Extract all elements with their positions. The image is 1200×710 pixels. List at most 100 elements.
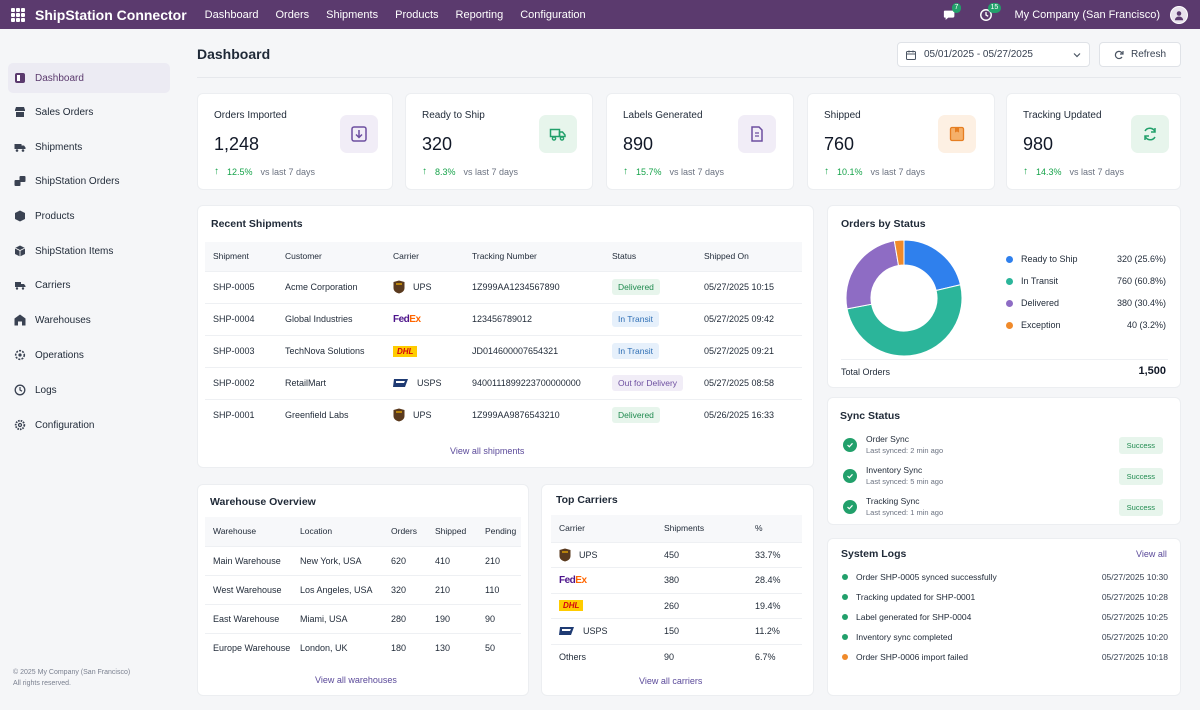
log-item[interactable]: Tracking updated for SHP-0001 05/27/2025 … xyxy=(842,592,1168,602)
sidebar-item-dashboard[interactable]: Dashboard xyxy=(8,63,170,93)
column-header[interactable]: Shipments xyxy=(656,515,747,542)
shipment-id[interactable]: SHP-0004 xyxy=(205,302,277,335)
status-cell: Delivered xyxy=(604,270,696,303)
table-row[interactable]: SHP-0005 Acme Corporation UPS 1Z999AA123456… xyxy=(205,270,802,303)
company-switcher[interactable]: My Company (San Francisco) xyxy=(1014,8,1161,21)
sidebar-item-label: Shipments xyxy=(35,141,83,153)
sidebar-item-label: Logs xyxy=(35,384,57,396)
column-header[interactable]: Tracking Number xyxy=(464,242,604,271)
column-header[interactable]: Carrier xyxy=(551,515,656,542)
shipment-id[interactable]: SHP-0005 xyxy=(205,270,277,303)
chat-icon[interactable]: 7 xyxy=(943,2,962,22)
view-all-shipments-link[interactable]: View all shipments xyxy=(450,446,525,456)
menu-products[interactable]: Products xyxy=(395,8,439,21)
stat-title: Ready to Ship xyxy=(422,110,485,121)
apps-grid-icon[interactable] xyxy=(11,7,25,22)
table-row[interactable]: SHP-0001 Greenfield Labs UPS 1Z999AA9876543… xyxy=(205,398,802,431)
user-avatar[interactable] xyxy=(1170,5,1188,24)
date-range-picker[interactable]: 05/01/2025 - 05/27/2025 xyxy=(897,42,1090,67)
chat-badge: 7 xyxy=(951,2,962,13)
log-item[interactable]: Order SHP-0006 import failed 05/27/2025 1… xyxy=(842,652,1168,662)
column-header[interactable]: % xyxy=(747,515,802,542)
table-row[interactable]: East Warehouse Miami, USA 280 190 90 xyxy=(205,603,521,633)
warehouse-shipped: 130 xyxy=(427,632,477,662)
view-all-warehouses-link[interactable]: View all warehouses xyxy=(315,675,397,685)
carrier-cell: Others xyxy=(551,643,656,670)
sidebar-item-warehouses[interactable]: Warehouses xyxy=(8,305,170,335)
log-item[interactable]: Inventory sync completed 05/27/2025 10:20 xyxy=(842,632,1168,642)
log-status-dot xyxy=(842,614,848,620)
table-row[interactable]: West Warehouse Los Angeles, USA 320 210 110 xyxy=(205,574,521,604)
table-row[interactable]: UPS 450 33.7% xyxy=(551,541,802,568)
column-header[interactable]: Pending xyxy=(477,517,521,546)
carrier-name: USPS xyxy=(417,378,442,388)
sidebar-item-configuration[interactable]: Configuration xyxy=(8,410,170,440)
warehouse-pending: 90 xyxy=(477,603,521,633)
sidebar-item-operations[interactable]: Operations xyxy=(8,340,170,370)
sidebar-item-products[interactable]: Products xyxy=(8,201,170,231)
menu-configuration[interactable]: Configuration xyxy=(520,8,586,21)
truck-icon xyxy=(14,141,26,153)
activity-clock-icon[interactable]: 15 xyxy=(979,2,1002,22)
legend-item[interactable]: Delivered 380 (30.4%) xyxy=(1006,298,1166,308)
column-header[interactable]: Shipped xyxy=(427,517,477,546)
donut-slice-exception[interactable] xyxy=(893,239,905,267)
legend-item[interactable]: In Transit 760 (60.8%) xyxy=(1006,276,1166,286)
sync-time: Last synced: 2 min ago xyxy=(866,446,944,455)
shipment-id[interactable]: SHP-0002 xyxy=(205,366,277,399)
table-row[interactable]: FedExFedEx38028.4% xyxy=(551,567,802,593)
menu-reporting[interactable]: Reporting xyxy=(455,8,504,21)
donut-slice-in-transit[interactable] xyxy=(846,284,963,357)
log-item[interactable]: Order SHP-0005 synced successfully 05/27/… xyxy=(842,572,1168,582)
store-icon xyxy=(14,106,26,118)
sidebar-item-carriers[interactable]: Carriers xyxy=(8,270,170,300)
stat-change: ↑ 8.3% vs last 7 days xyxy=(422,166,518,177)
donut-slice-delivered[interactable] xyxy=(845,240,900,310)
sidebar-item-logs[interactable]: Logs xyxy=(8,375,170,405)
table-row[interactable]: DHLDHL26019.4% xyxy=(551,592,802,619)
check-circle-icon xyxy=(843,500,857,514)
shipment-id[interactable]: SHP-0001 xyxy=(205,398,277,431)
table-row[interactable]: Europe Warehouse London, UK 180 130 50 xyxy=(205,632,521,662)
footer-rights: All rights reserved. xyxy=(13,680,71,687)
shipment-id[interactable]: SHP-0003 xyxy=(205,334,277,367)
sidebar-item-shipments[interactable]: Shipments xyxy=(8,132,170,162)
column-header[interactable]: Customer xyxy=(277,242,385,271)
table-header-row: Shipment Customer Carrier Tracking Numbe… xyxy=(205,242,802,271)
column-header[interactable]: Location xyxy=(292,517,383,546)
table-row[interactable]: USPS 150 11.2% xyxy=(551,618,802,644)
table-row[interactable]: Others 90 6.7% xyxy=(551,643,802,670)
log-item[interactable]: Label generated for SHP-0004 05/27/2025 1… xyxy=(842,612,1168,622)
sidebar-item-shipstation-orders[interactable]: ShipStation Orders xyxy=(8,166,170,196)
column-header[interactable]: Carrier xyxy=(385,242,464,271)
table-row[interactable]: Main Warehouse New York, USA 620 410 210 xyxy=(205,545,521,575)
legend-item[interactable]: Exception 40 (3.2%) xyxy=(1006,320,1166,330)
sidebar-item-sales-orders[interactable]: Sales Orders xyxy=(8,97,170,127)
column-header[interactable]: Orders xyxy=(383,517,427,546)
donut-slice-ready-to-ship[interactable] xyxy=(903,239,962,292)
view-all-carriers-link[interactable]: View all carriers xyxy=(639,676,703,686)
log-text: Order SHP-0006 import failed xyxy=(856,652,968,662)
sync-status-title: Sync Status xyxy=(840,410,901,422)
app-title[interactable]: ShipStation Connector xyxy=(35,6,187,23)
dashboard-icon xyxy=(14,72,26,84)
column-header[interactable]: Warehouse xyxy=(205,517,292,546)
sidebar-item-shipstation-items[interactable]: ShipStation Items xyxy=(8,236,170,266)
menu-shipments[interactable]: Shipments xyxy=(326,8,379,21)
stat-change-label: vs last 7 days xyxy=(870,166,926,177)
shipped-on: 05/27/2025 08:58 xyxy=(696,366,802,399)
menu-dashboard[interactable]: Dashboard xyxy=(204,8,259,21)
table-row[interactable]: SHP-0002 RetailMart USPS 940011189922370000… xyxy=(205,366,802,399)
menu-orders[interactable]: Orders xyxy=(275,8,310,21)
legend-item[interactable]: Ready to Ship 320 (25.6%) xyxy=(1006,254,1166,264)
view-all-logs-link[interactable]: View all xyxy=(1136,549,1167,559)
refresh-button[interactable]: Refresh xyxy=(1099,42,1181,67)
column-header[interactable]: Shipped On xyxy=(696,242,802,271)
column-header[interactable]: Status xyxy=(604,242,696,271)
column-header[interactable]: Shipment xyxy=(205,242,277,271)
ups-logo-icon xyxy=(393,408,405,422)
page-title: Dashboard xyxy=(197,46,271,62)
total-orders-label: Total Orders xyxy=(841,367,891,377)
